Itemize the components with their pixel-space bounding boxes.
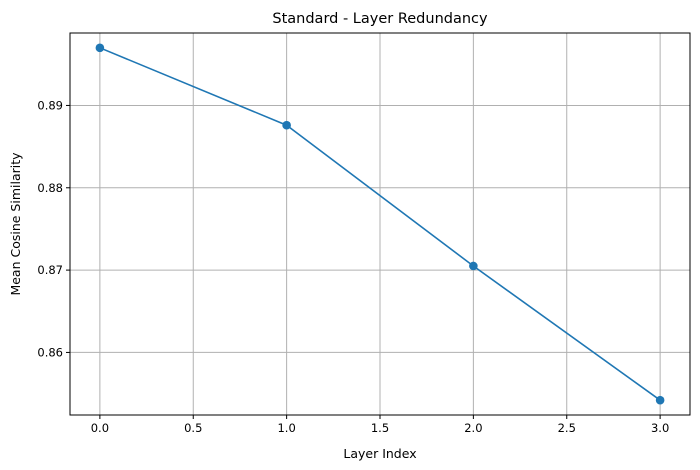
- x-tick-label: 1.0: [277, 421, 295, 435]
- x-tick-label: 1.5: [371, 421, 389, 435]
- plot-frame: [69, 32, 691, 416]
- data-point: [95, 43, 105, 53]
- series-layer: [95, 43, 665, 405]
- y-tick-label: 0.88: [37, 181, 63, 195]
- y-axis-label: Mean Cosine Similarity: [8, 152, 23, 296]
- grid-lines: [70, 33, 690, 415]
- data-point: [282, 120, 291, 130]
- data-point: [655, 395, 665, 405]
- y-tick-label: 0.89: [37, 98, 63, 112]
- y-tick-label: 0.86: [37, 345, 63, 359]
- chart-title: Standard - Layer Redundancy: [272, 11, 488, 27]
- axis-ticks: 0.0 0.5 1.0 1.5 2.0 2.5 3.0 0.86 0.87 0.88 0.89: [37, 98, 669, 435]
- series-line: [99, 47, 661, 401]
- x-tick-label: 2.0: [464, 421, 482, 435]
- data-point: [469, 261, 478, 271]
- x-tick-label: 0.0: [91, 421, 109, 435]
- y-tick-label: 0.87: [37, 263, 63, 277]
- x-tick-label: 3.0: [651, 421, 669, 435]
- x-tick-label: 2.5: [558, 421, 576, 435]
- x-tick-label: 0.5: [184, 421, 202, 435]
- x-axis-label: Layer Index: [343, 446, 416, 461]
